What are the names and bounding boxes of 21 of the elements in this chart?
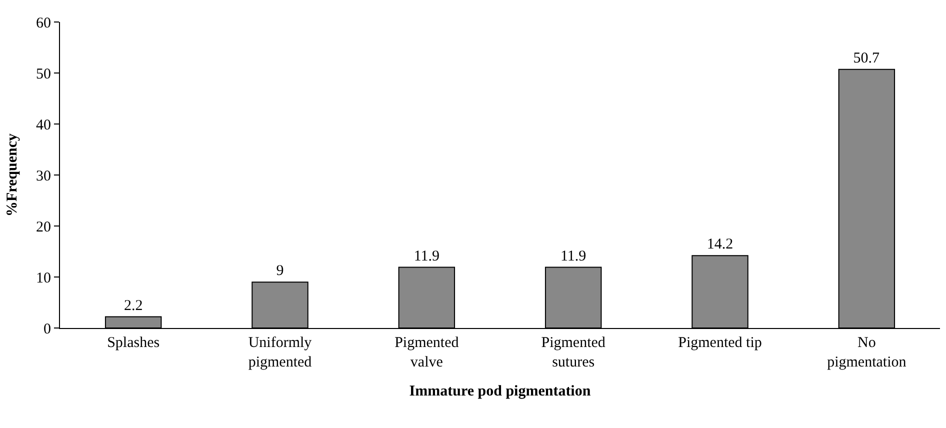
y-tick-label: 0 [44, 321, 51, 338]
y-tick-label: 10 [36, 270, 51, 286]
data-label: 50.7 [853, 50, 880, 66]
x-tick-label: Pigmented valve [394, 335, 460, 370]
x-axis-title: Immature pod pigmentation [409, 384, 592, 400]
x-tick-label: Pigmented tip [678, 335, 762, 351]
y-tick-label: 40 [36, 117, 51, 134]
y-tick-label: 50 [36, 66, 51, 82]
x-tick-label: Uniformly pigmented [248, 335, 312, 370]
x-tick-label: Splashes [107, 335, 160, 351]
x-tick-label: Pigmented sutures [541, 335, 606, 370]
y-axis-title: %Frequency [4, 132, 20, 217]
y-tick-label: 30 [36, 168, 51, 184]
x-tick-label: No pigmentation [827, 335, 907, 370]
y-tick-label: 20 [36, 219, 51, 236]
y-tick-label: 60 [36, 15, 51, 32]
data-label: 11.9 [414, 248, 440, 264]
data-label: 11.9 [560, 248, 586, 264]
data-label: 2.2 [124, 298, 143, 314]
data-label: 14.2 [706, 236, 734, 253]
data-label: 9 [276, 263, 284, 280]
